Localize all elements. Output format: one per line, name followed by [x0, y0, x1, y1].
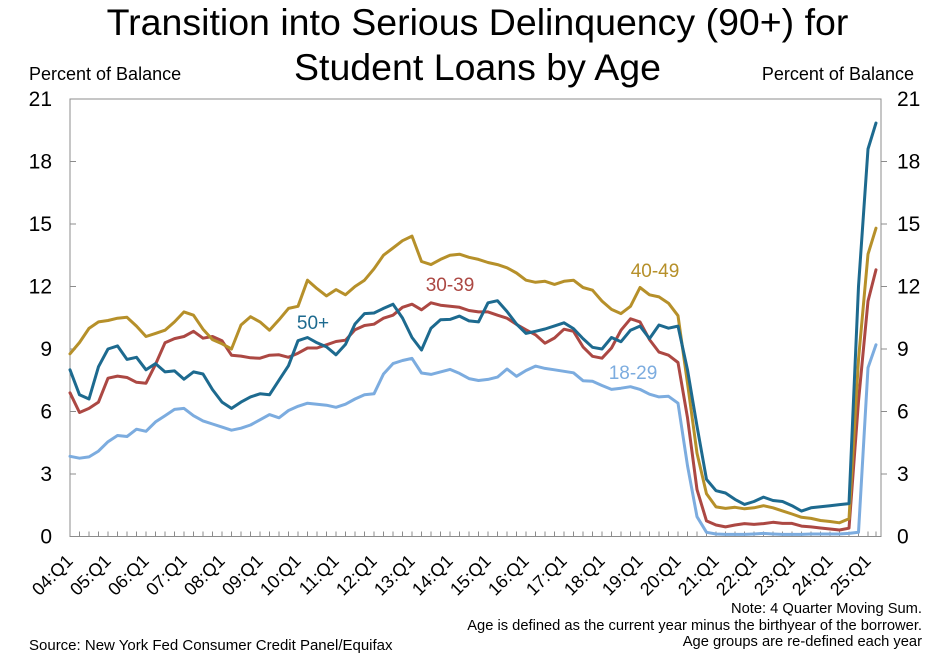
svg-text:18: 18 — [897, 151, 920, 174]
svg-text:3: 3 — [897, 463, 909, 486]
svg-text:05:Q1: 05:Q1 — [66, 551, 115, 600]
svg-text:04:Q1: 04:Q1 — [28, 551, 77, 600]
svg-text:9: 9 — [40, 338, 52, 361]
svg-text:9: 9 — [897, 338, 909, 361]
svg-text:30-39: 30-39 — [426, 275, 475, 296]
svg-text:20:Q1: 20:Q1 — [636, 551, 685, 600]
svg-text:6: 6 — [40, 401, 52, 424]
svg-text:17:Q1: 17:Q1 — [522, 551, 571, 600]
svg-text:18: 18 — [29, 151, 52, 174]
svg-text:07:Q1: 07:Q1 — [142, 551, 191, 600]
svg-text:10:Q1: 10:Q1 — [256, 551, 305, 600]
svg-text:09:Q1: 09:Q1 — [218, 551, 267, 600]
svg-text:22:Q1: 22:Q1 — [712, 551, 761, 600]
svg-text:06:Q1: 06:Q1 — [104, 551, 153, 600]
svg-text:14:Q1: 14:Q1 — [408, 551, 457, 600]
svg-text:13:Q1: 13:Q1 — [370, 551, 419, 600]
svg-text:12: 12 — [29, 276, 52, 299]
svg-text:21: 21 — [897, 88, 920, 111]
svg-text:12:Q1: 12:Q1 — [332, 551, 381, 600]
svg-text:21:Q1: 21:Q1 — [674, 551, 723, 600]
svg-text:18:Q1: 18:Q1 — [560, 551, 609, 600]
svg-text:19:Q1: 19:Q1 — [598, 551, 647, 600]
svg-text:24:Q1: 24:Q1 — [788, 551, 837, 600]
svg-text:15:Q1: 15:Q1 — [446, 551, 495, 600]
svg-text:50+: 50+ — [297, 313, 329, 334]
svg-text:23:Q1: 23:Q1 — [750, 551, 799, 600]
svg-text:0: 0 — [897, 526, 909, 549]
svg-text:25:Q1: 25:Q1 — [826, 551, 875, 600]
svg-text:3: 3 — [40, 463, 52, 486]
svg-text:40-49: 40-49 — [631, 261, 680, 282]
svg-text:15: 15 — [29, 213, 52, 236]
svg-text:08:Q1: 08:Q1 — [180, 551, 229, 600]
svg-text:21: 21 — [29, 88, 52, 111]
svg-text:12: 12 — [897, 276, 920, 299]
svg-text:6: 6 — [897, 401, 909, 424]
svg-text:15: 15 — [897, 213, 920, 236]
svg-text:16:Q1: 16:Q1 — [484, 551, 533, 600]
svg-text:11:Q1: 11:Q1 — [295, 551, 343, 599]
svg-text:18-29: 18-29 — [609, 363, 658, 384]
svg-text:0: 0 — [40, 526, 52, 549]
